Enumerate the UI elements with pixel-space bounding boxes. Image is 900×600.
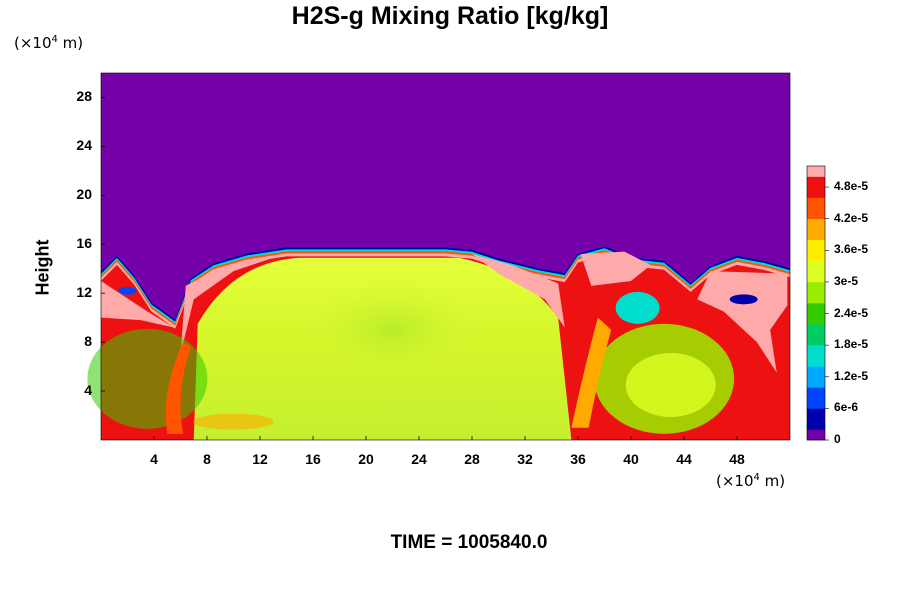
pink-swirl-right [697,271,788,373]
x-unit-prefix: (×10 [716,472,754,490]
green-patch-left [87,328,208,429]
cyan-vortex [615,291,660,324]
plot-area [87,72,791,441]
x-unit-suffix: m) [759,472,786,490]
y-unit-suffix: m) [57,34,84,52]
colorbar-tick-label: 4.8e-5 [834,179,869,194]
colorbar [806,165,829,441]
y-ticks [101,97,105,392]
x-tick-label: 20 [358,451,374,467]
x-tick-label: 36 [570,451,586,467]
colorbar-cell [807,239,825,251]
colorbar-cell [807,229,825,241]
colorbar-cell [807,345,825,356]
colorbar-tick-label: 2.4e-5 [834,305,869,320]
colorbar-cell [807,366,825,378]
colorbar-cell [807,313,825,325]
y-tick-label: 28 [76,88,92,105]
inner-swirl [625,352,716,417]
x-ticks [153,436,738,440]
colorbar-cell [807,334,825,346]
pink-filament-left [101,280,174,328]
colorbar-tick-label: 3e-5 [834,273,859,288]
colorbar-cell [807,303,825,314]
colorbar-tick-label: 1.8e-5 [834,337,869,352]
colorbar-cell [807,271,825,283]
colorbar-cell [807,166,825,177]
colorbar-cell [807,281,825,293]
colorbar-cell [807,397,825,409]
x-tick-label: 32 [517,451,533,467]
colorbar-tick-label: 4.2e-5 [834,210,869,225]
blue-eddy-left [118,286,137,295]
colorbar-tick-label: 6e-6 [834,400,859,415]
colorbar-cell [807,429,825,441]
colorbar-cell [807,408,825,420]
y-tick-label: 20 [76,186,92,203]
x-tick-label: 24 [411,451,427,467]
y-unit-exponent: 4 [51,34,58,45]
time-label: TIME = 1005840.0 [390,532,548,553]
colorbar-cell [807,187,825,198]
colorbar-cell [807,324,825,335]
colorbar-cell [807,176,825,188]
x-tick-label: 48 [729,451,745,467]
pink-plume [580,251,651,286]
colorbar-cell [807,218,825,230]
colorbar-cell [807,292,825,304]
colorbar-tick-label: 0 [834,432,841,446]
pink-filament-mid [180,257,274,355]
pink-filament-right [472,254,565,328]
plot-frame [100,72,791,441]
y-axis-unit: (×104 m) [14,34,83,52]
orange-patch-bottom [193,413,274,430]
x-tick-label: 4 [150,451,158,467]
colorbar-tick-label: 1.2e-5 [834,368,869,383]
colorbar-cell [807,418,825,430]
colorbar-tick-label: 3.6e-5 [834,242,869,257]
colorbar-cell [807,260,825,272]
y-tick-label: 8 [84,333,92,350]
x-tick-label: 40 [623,451,639,467]
x-tick-label: 8 [203,451,211,467]
colorbar-cell [807,376,825,388]
colorbar-cell [807,387,825,399]
x-tick-label: 28 [464,451,480,467]
orange-streak-right [571,317,612,428]
colorbar-cell [807,250,825,262]
chart-title: H2S-g Mixing Ratio [kg/kg] [291,2,609,30]
y-tick-label: 12 [76,284,92,301]
x-tick-label: 44 [676,451,692,467]
colorbar-cell [807,355,825,367]
x-tick-label: 16 [305,451,321,467]
y-unit-prefix: (×10 [14,34,52,52]
colorbar-cell [807,197,825,209]
interior-shade [302,279,483,380]
y-tick-label: 4 [84,382,92,399]
orange-streak-left [165,342,192,434]
colorbar-cell [807,208,825,219]
y-tick-label: 16 [76,235,92,252]
y-tick-label: 24 [76,137,92,154]
x-unit-exponent: 4 [753,472,760,483]
colorbar-frame [806,165,826,441]
x-tick-label: 12 [252,451,268,467]
x-axis-unit: (×104 m) [716,472,785,490]
blue-vortex [729,294,758,305]
